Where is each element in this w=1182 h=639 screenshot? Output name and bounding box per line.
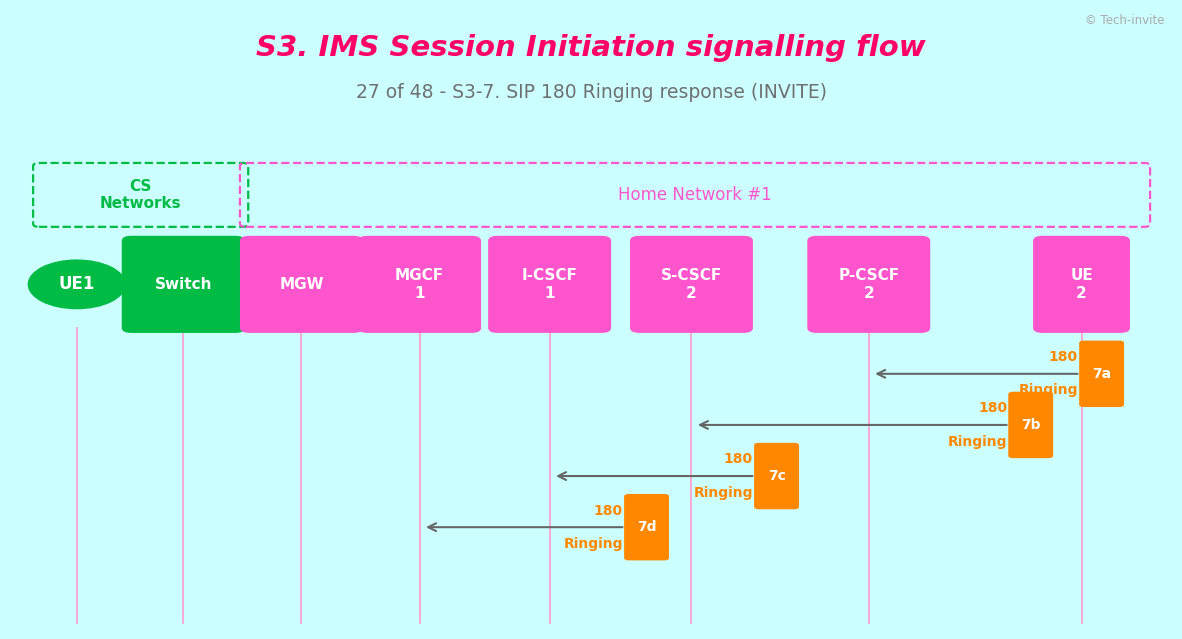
FancyBboxPatch shape (624, 494, 669, 560)
FancyBboxPatch shape (488, 236, 611, 333)
Text: Home Network #1: Home Network #1 (618, 186, 772, 204)
Text: 27 of 48 - S3-7. SIP 180 Ringing response (INVITE): 27 of 48 - S3-7. SIP 180 Ringing respons… (356, 83, 826, 102)
Text: 180: 180 (593, 504, 623, 518)
FancyBboxPatch shape (240, 236, 363, 333)
Text: 7c: 7c (767, 469, 786, 483)
Text: 7b: 7b (1021, 418, 1040, 432)
Text: © Tech-invite: © Tech-invite (1085, 14, 1164, 27)
Text: UE1: UE1 (59, 275, 95, 293)
Text: 7a: 7a (1092, 367, 1111, 381)
Text: I-CSCF
1: I-CSCF 1 (521, 268, 578, 300)
Text: Ringing: Ringing (564, 537, 623, 551)
Text: P-CSCF
2: P-CSCF 2 (838, 268, 900, 300)
Ellipse shape (28, 260, 125, 309)
FancyBboxPatch shape (807, 236, 930, 333)
Text: S-CSCF
2: S-CSCF 2 (661, 268, 722, 300)
Text: 7d: 7d (637, 520, 656, 534)
Text: 180: 180 (978, 401, 1007, 415)
Text: MGW: MGW (279, 277, 324, 292)
Text: UE
2: UE 2 (1070, 268, 1093, 300)
Text: Ringing: Ringing (694, 486, 753, 500)
FancyBboxPatch shape (630, 236, 753, 333)
Text: Switch: Switch (155, 277, 212, 292)
Text: S3. IMS Session Initiation signalling flow: S3. IMS Session Initiation signalling fl… (256, 34, 926, 62)
Text: 180: 180 (1048, 350, 1078, 364)
Text: MGCF
1: MGCF 1 (395, 268, 444, 300)
FancyBboxPatch shape (1033, 236, 1130, 333)
Text: Ringing: Ringing (948, 435, 1007, 449)
FancyBboxPatch shape (1008, 392, 1053, 458)
Text: Ringing: Ringing (1019, 383, 1078, 397)
Text: 180: 180 (723, 452, 753, 466)
FancyBboxPatch shape (754, 443, 799, 509)
FancyBboxPatch shape (1079, 341, 1124, 407)
FancyBboxPatch shape (122, 236, 245, 333)
Text: CS
Networks: CS Networks (99, 179, 182, 211)
FancyBboxPatch shape (358, 236, 481, 333)
